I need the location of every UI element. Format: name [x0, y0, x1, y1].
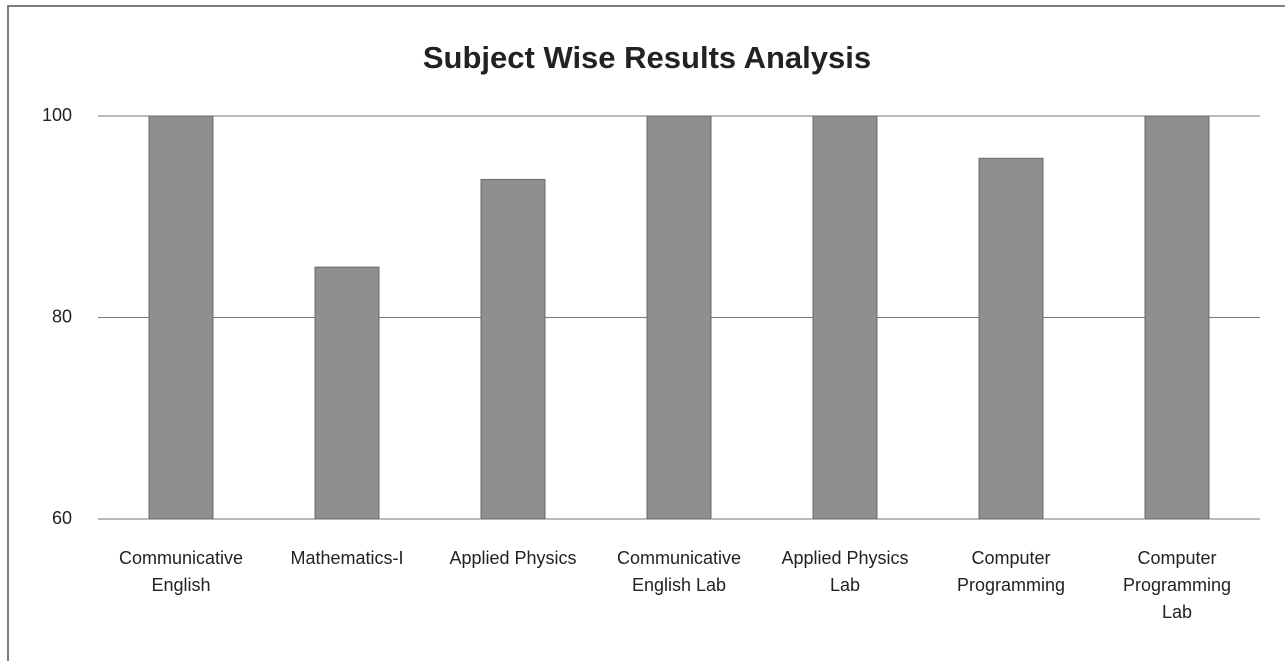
bar	[646, 115, 712, 520]
bar	[812, 115, 878, 520]
x-tick-label: Communicative English Lab	[616, 548, 742, 595]
bar	[314, 266, 380, 520]
x-tick-label: Mathematics-I	[290, 548, 404, 568]
chart-frame	[7, 5, 1285, 661]
x-tick-label: Applied Physics	[449, 548, 577, 568]
x-tick-label: Computer Programming Lab	[1122, 548, 1232, 622]
y-tick-label: 80	[52, 306, 72, 326]
bar	[480, 178, 546, 520]
x-tick-label: Applied Physics Lab	[781, 548, 909, 595]
bar	[1144, 115, 1210, 520]
y-tick-label: 60	[52, 508, 72, 528]
x-tick-label: Communicative English	[118, 548, 244, 595]
y-tick-label: 100	[42, 105, 72, 125]
chart-title: Subject Wise Results Analysis	[423, 40, 871, 75]
x-tick-label: Computer Programming	[956, 548, 1066, 595]
bar	[148, 115, 214, 520]
bar	[978, 157, 1044, 520]
